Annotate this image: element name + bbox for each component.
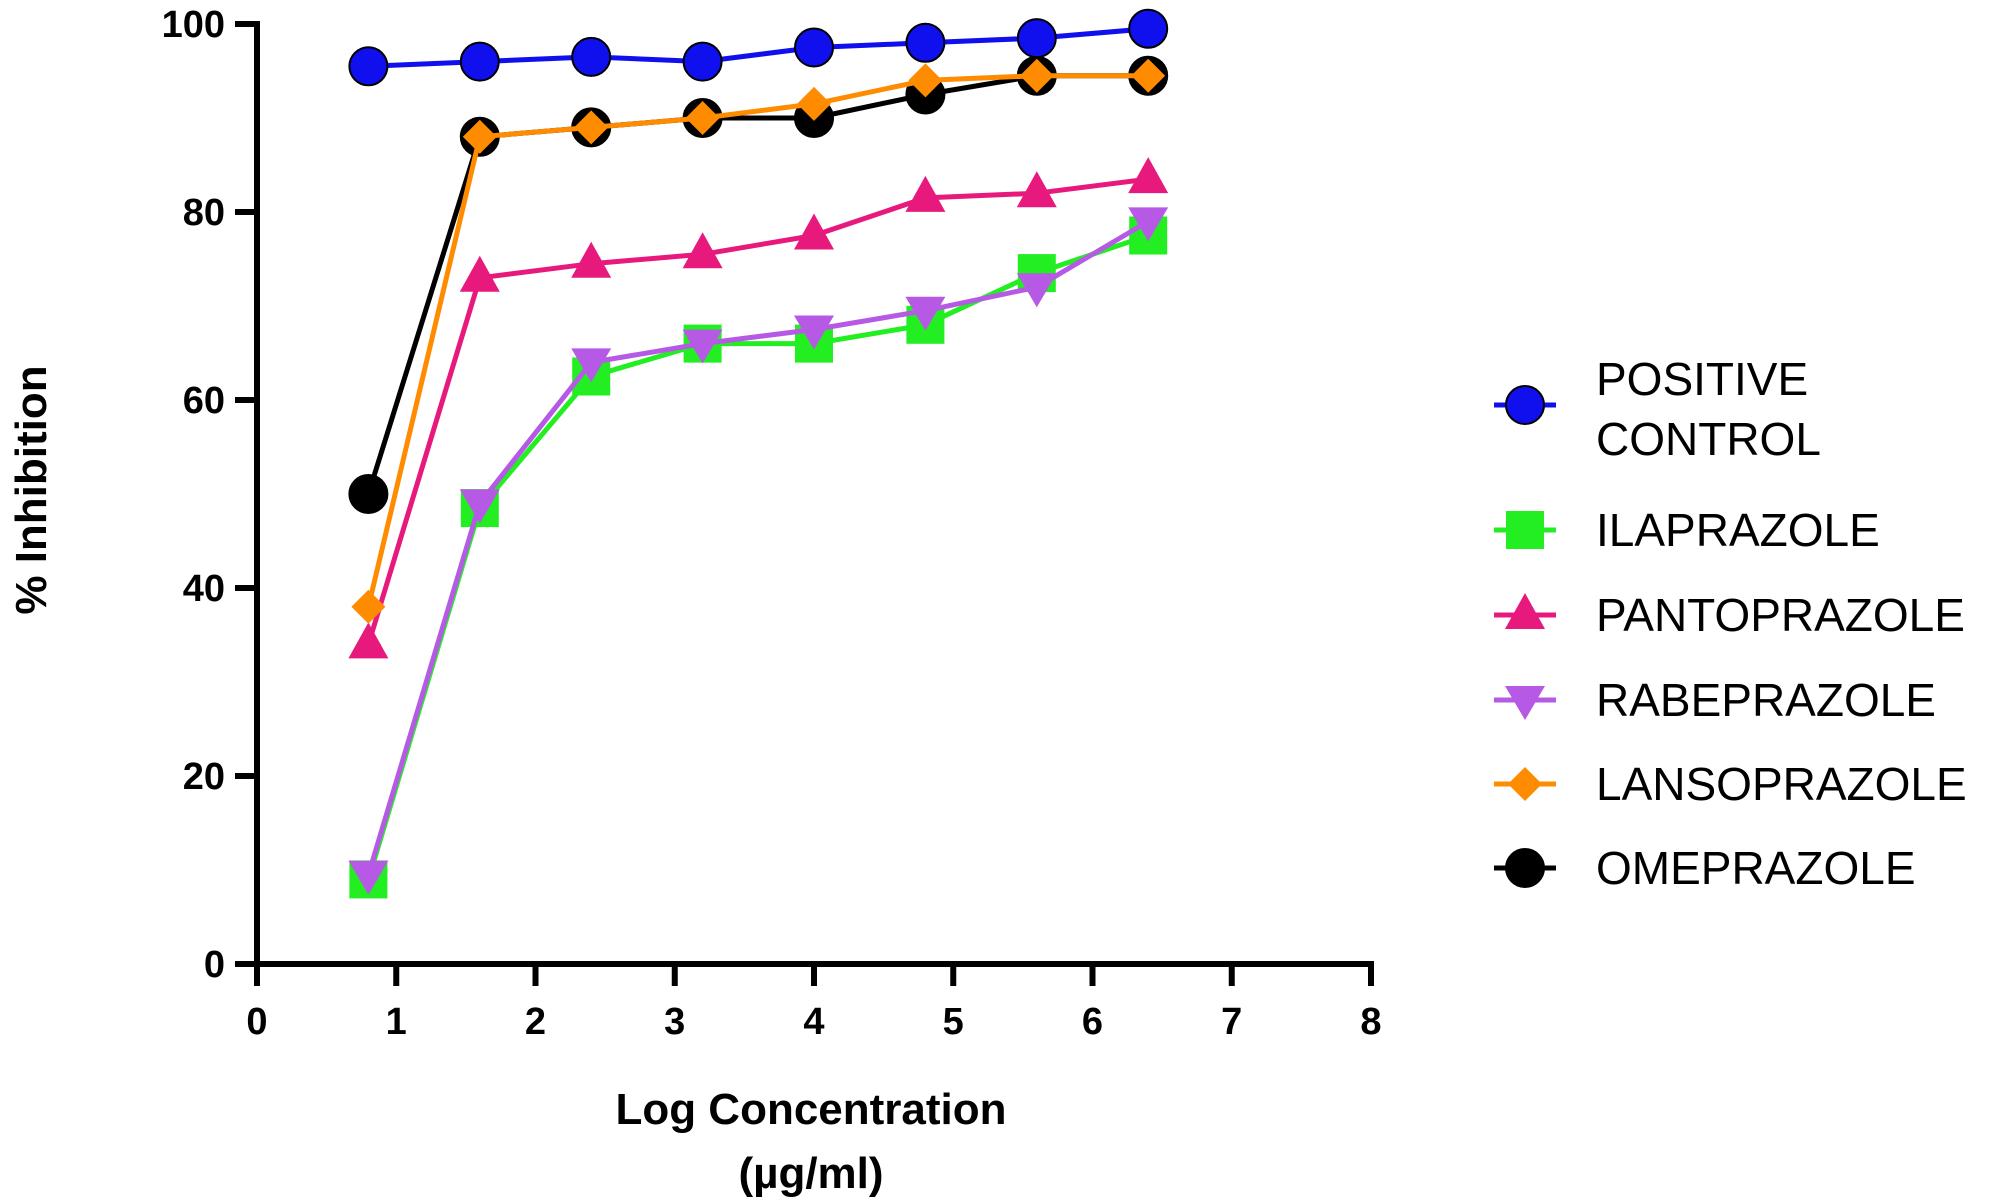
y-tick-label: 60 <box>183 380 225 422</box>
data-point-pantoprazole <box>682 232 723 269</box>
data-point-rabeprazole <box>1016 273 1057 308</box>
data-point-pantoprazole <box>905 175 946 212</box>
data-point-lansoprazole <box>1019 58 1054 93</box>
data-point-rabeprazole <box>571 348 612 383</box>
legend: POSITIVE CONTROL ILAPRAZOLE PANTOPRAZOLE RAB… <box>1494 353 1967 894</box>
x-axis-title-line1: Log Concentration <box>615 1085 1006 1134</box>
legend-label: RABEPRAZOLE <box>1596 674 1936 726</box>
legend-marker-lansoprazole <box>1508 767 1542 801</box>
y-tick-label: 80 <box>183 192 225 234</box>
legend-marker-omeprazole <box>1505 848 1545 888</box>
series-positive-control <box>348 8 1169 87</box>
x-tick-label: 5 <box>943 1001 964 1043</box>
data-point-rabeprazole <box>459 489 500 524</box>
y-axis-title: % Inhibition <box>7 365 56 614</box>
x-tick-label: 0 <box>246 1001 267 1043</box>
legend-marker-ilaprazole <box>1506 511 1544 549</box>
series-line-ilaprazole <box>366 233 1149 881</box>
data-point-positive-control <box>459 41 500 82</box>
data-point-positive-control <box>571 36 612 77</box>
y-tick-label: 0 <box>204 944 225 986</box>
legend-label: PANTOPRAZOLE <box>1596 589 1965 641</box>
data-point-positive-control <box>794 27 834 68</box>
data-point-positive-control <box>348 46 389 87</box>
legend-item-ilaprazole: ILAPRAZOLE <box>1494 504 1880 556</box>
data-point-omeprazole <box>348 474 389 514</box>
legend-marker-rabeprazole <box>1505 686 1545 720</box>
data-point-pantoprazole <box>1016 171 1057 208</box>
y-tick-label: 40 <box>183 568 225 610</box>
data-point-lansoprazole <box>1131 58 1166 93</box>
legend-label: ILAPRAZOLE <box>1596 504 1880 556</box>
series-lansoprazole <box>351 58 1166 624</box>
legend-item-rabeprazole: RABEPRAZOLE <box>1494 674 1936 726</box>
x-axis-title-line2: (µg/ml) <box>738 1149 883 1198</box>
data-point-rabeprazole <box>794 315 834 350</box>
x-tick-label: 6 <box>1082 1001 1103 1043</box>
x-tick-label: 8 <box>1360 1001 1381 1043</box>
legend-item-positive-control: POSITIVE CONTROL <box>1494 353 1821 465</box>
y-tick-label: 20 <box>183 756 225 798</box>
data-point-lansoprazole <box>574 110 609 145</box>
data-point-rabeprazole <box>682 329 723 364</box>
legend-label: POSITIVE <box>1596 353 1808 405</box>
data-point-pantoprazole <box>794 213 834 250</box>
series-line-rabeprazole <box>366 219 1150 876</box>
legend-label: LANSOPRAZOLE <box>1596 758 1967 810</box>
legend-marker-positive-control <box>1505 385 1545 425</box>
data-point-lansoprazole <box>685 101 720 135</box>
data-point-pantoprazole <box>1128 157 1169 194</box>
legend-item-omeprazole: OMEPRAZOLE <box>1494 842 1916 894</box>
x-tick-label: 1 <box>386 1001 407 1043</box>
legend-label: CONTROL <box>1596 413 1821 465</box>
data-point-positive-control <box>905 22 946 63</box>
x-tick-label: 3 <box>664 1001 685 1043</box>
data-point-positive-control <box>1016 18 1057 59</box>
series-rabeprazole <box>348 207 1169 895</box>
legend-marker-pantoprazole <box>1505 593 1545 629</box>
data-point-rabeprazole <box>1128 207 1169 242</box>
data-point-positive-control <box>1128 8 1169 49</box>
data-point-positive-control <box>682 41 723 82</box>
series-layer <box>348 8 1169 899</box>
data-point-rabeprazole <box>905 296 946 331</box>
data-point-pantoprazole <box>348 622 389 659</box>
legend-item-lansoprazole: LANSOPRAZOLE <box>1494 758 1967 810</box>
x-tick-label: 4 <box>803 1001 824 1043</box>
data-point-lansoprazole <box>351 589 386 624</box>
data-point-rabeprazole <box>348 860 389 895</box>
data-point-lansoprazole <box>462 119 497 154</box>
series-line-pantoprazole <box>366 176 1149 646</box>
data-point-pantoprazole <box>571 241 612 278</box>
legend-label: OMEPRAZOLE <box>1596 842 1916 894</box>
data-point-pantoprazole <box>459 255 500 292</box>
data-point-lansoprazole <box>908 63 943 98</box>
series-ilaprazole <box>349 216 1168 899</box>
series-pantoprazole <box>348 157 1169 659</box>
data-point-lansoprazole <box>797 86 831 121</box>
x-tick-label: 2 <box>525 1001 546 1043</box>
x-tick-label: 7 <box>1221 1001 1242 1043</box>
series-line-lansoprazole <box>365 73 1149 608</box>
legend-item-pantoprazole: PANTOPRAZOLE <box>1494 589 1965 641</box>
y-tick-label: 100 <box>162 4 225 46</box>
